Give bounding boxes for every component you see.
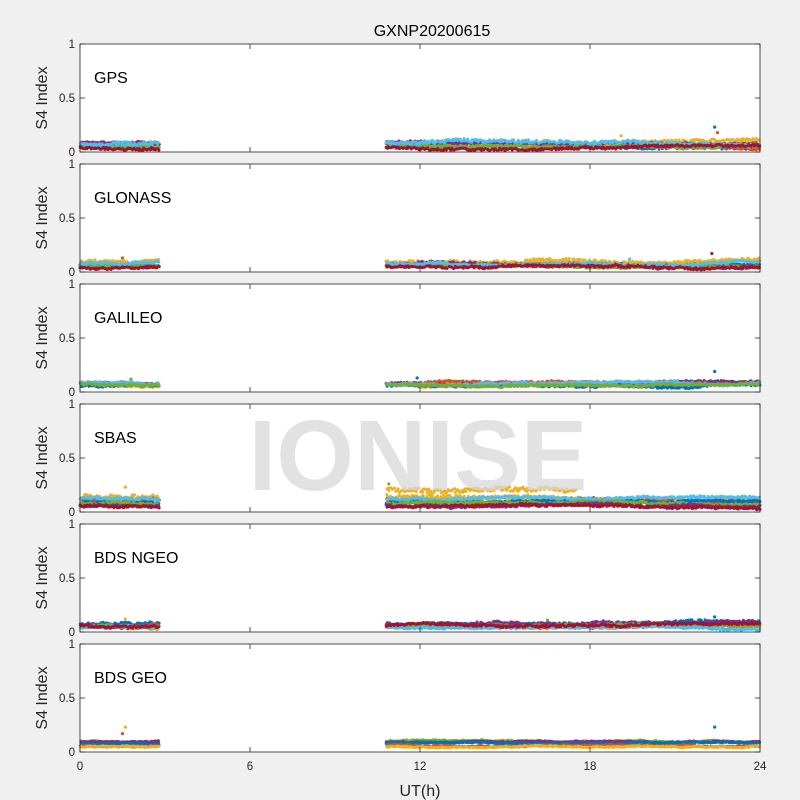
data-point (567, 257, 571, 261)
data-point (93, 258, 97, 262)
panel-gps: 0 0.5 1 S4 Index GPS (34, 39, 762, 159)
spike-point (713, 125, 717, 129)
data-point (157, 148, 161, 152)
y-axis-label: S4 Index (34, 66, 51, 129)
spike-point (715, 130, 720, 135)
plot-area (80, 44, 760, 152)
spike-point (619, 134, 623, 138)
data-point (527, 138, 530, 142)
data-point (579, 258, 583, 262)
y-tick-label: 0.5 (59, 93, 75, 105)
data-point (535, 139, 538, 142)
panel-label: GPS (94, 70, 128, 87)
data-point (129, 140, 133, 144)
y-tick-label: 0 (69, 147, 75, 159)
plot-area (80, 164, 760, 272)
data-points (78, 125, 762, 153)
figure-title: GXNP20200615 (374, 23, 491, 40)
y-tick-label: 1 (69, 39, 75, 51)
data-point (156, 141, 160, 145)
data-point (604, 259, 607, 263)
